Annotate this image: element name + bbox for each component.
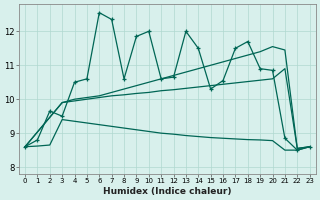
X-axis label: Humidex (Indice chaleur): Humidex (Indice chaleur) xyxy=(103,187,232,196)
